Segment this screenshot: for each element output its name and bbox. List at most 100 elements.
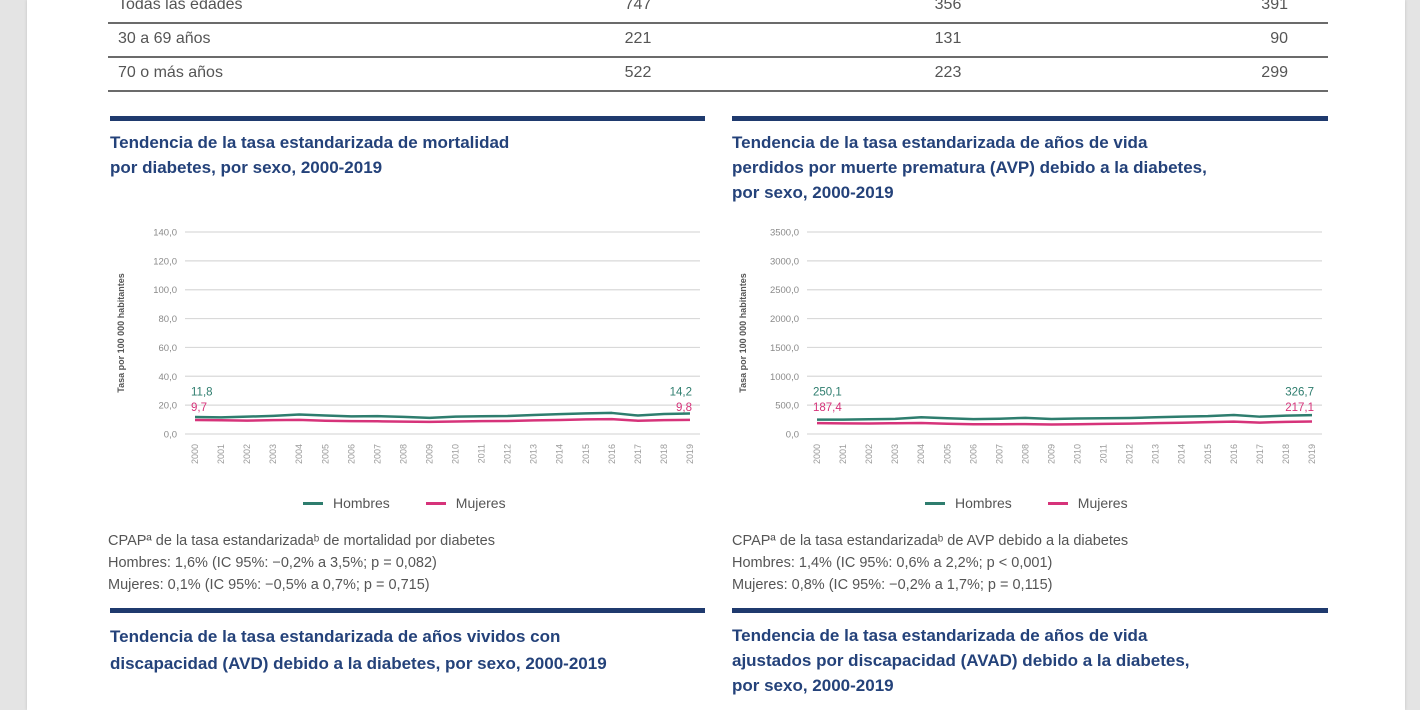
avp-line-chart: 0,0 500,0 1000,0 1500,0 2000,0 2500,0 3000,0 35…: [732, 220, 1332, 480]
svg-text:2004: 2004: [294, 444, 304, 464]
section-rule: [110, 116, 705, 121]
svg-text:2000,0: 2000,0: [770, 314, 799, 325]
svg-text:2019: 2019: [685, 444, 695, 464]
mortality-line-chart: 0,0 20,0 40,0 60,0 80,0 100,0 120,0 140,0 Tasa p…: [110, 220, 710, 480]
cell-hombres: 223: [934, 64, 962, 81]
chart-legend: Hombres Mujeres: [925, 495, 1128, 511]
svg-text:80,0: 80,0: [159, 314, 178, 325]
cpap-note-mortality: CPAPª de la tasa estandarizadaᵇ de morta…: [108, 530, 495, 596]
section-title-mortality: Tendencia de la tasa estandarizada de mo…: [110, 130, 509, 180]
report-page: Todas las edades 747 356 391 30 a 69 año…: [27, 0, 1405, 710]
svg-text:2006: 2006: [346, 444, 356, 464]
note-line: Mujeres: 0,1% (IC 95%: −0,5% a 0,7%; p =…: [108, 577, 430, 593]
svg-text:2000: 2000: [190, 444, 200, 464]
svg-text:2014: 2014: [1177, 444, 1187, 464]
chart-svg: 0,0 20,0 40,0 60,0 80,0 100,0 120,0 140,0 Tasa p…: [116, 228, 700, 464]
svg-text:2015: 2015: [1203, 444, 1213, 464]
svg-text:2005: 2005: [942, 444, 952, 464]
legend-item-hombres: Hombres: [303, 495, 390, 511]
svg-text:2015: 2015: [581, 444, 591, 464]
svg-text:2003: 2003: [268, 444, 278, 464]
row-label: 70 o más años: [118, 64, 223, 81]
svg-text:11,8: 11,8: [191, 387, 213, 399]
section-rule: [110, 608, 705, 613]
cell-hombres: 131: [934, 30, 962, 47]
svg-text:60,0: 60,0: [159, 343, 178, 354]
title-line: Tendencia de la tasa estandarizada de añ…: [110, 627, 561, 646]
svg-text:2016: 2016: [1229, 444, 1239, 464]
title-line: ajustados por discapacidad (AVAD) debido…: [732, 651, 1190, 670]
svg-text:140,0: 140,0: [153, 228, 177, 239]
svg-text:2006: 2006: [968, 444, 978, 464]
legend-label: Hombres: [333, 495, 390, 511]
table-row: 30 a 69 años 221 131 90: [108, 24, 1328, 58]
cpap-note-avp: CPAPª de la tasa estandarizadaᵇ de AVP d…: [732, 530, 1128, 596]
svg-text:Tasa por 100 000 habitantes: Tasa por 100 000 habitantes: [738, 273, 748, 392]
svg-text:2013: 2013: [1151, 444, 1161, 464]
svg-text:2007: 2007: [372, 444, 382, 464]
svg-text:2500,0: 2500,0: [770, 285, 799, 296]
svg-text:2008: 2008: [1020, 444, 1030, 464]
title-line: por sexo, 2000-2019: [732, 183, 894, 202]
legend-swatch-icon: [1047, 501, 1068, 505]
chart-svg: 0,0 500,0 1000,0 1500,0 2000,0 2500,0 3000,0 35…: [738, 228, 1322, 464]
section-title-avd: Tendencia de la tasa estandarizada de añ…: [110, 623, 607, 677]
svg-text:2013: 2013: [529, 444, 539, 464]
svg-text:0,0: 0,0: [164, 430, 177, 441]
svg-text:2001: 2001: [216, 444, 226, 464]
svg-text:2008: 2008: [398, 444, 408, 464]
svg-text:1000,0: 1000,0: [770, 372, 799, 383]
svg-text:217,1: 217,1: [1285, 402, 1314, 414]
legend-label: Mujeres: [1077, 495, 1128, 511]
legend-item-hombres: Hombres: [925, 495, 1012, 511]
svg-text:2001: 2001: [838, 444, 848, 464]
svg-text:40,0: 40,0: [159, 372, 178, 383]
svg-text:3000,0: 3000,0: [770, 256, 799, 267]
svg-text:2003: 2003: [890, 444, 900, 464]
svg-text:1500,0: 1500,0: [770, 343, 799, 354]
svg-text:100,0: 100,0: [153, 285, 177, 296]
note-line: CPAPª de la tasa estandarizadaᵇ de morta…: [108, 533, 495, 549]
svg-text:2012: 2012: [1125, 444, 1135, 464]
svg-text:2011: 2011: [477, 444, 487, 463]
title-line: discapacidad (AVD) debido a la diabetes,…: [110, 654, 607, 673]
section-rule: [732, 116, 1328, 121]
table-row: Todas las edades 747 356 391: [108, 0, 1328, 24]
cell-mujeres: 90: [1270, 30, 1288, 47]
svg-text:2012: 2012: [503, 444, 513, 464]
legend-swatch-icon: [303, 501, 323, 505]
cell-mujeres: 299: [1261, 64, 1288, 81]
cell-hombres: 356: [934, 0, 962, 13]
svg-text:2017: 2017: [633, 444, 643, 464]
svg-text:250,1: 250,1: [813, 387, 842, 399]
cell-mujeres: 391: [1261, 0, 1288, 13]
section-title-avp: Tendencia de la tasa estandarizada de añ…: [732, 130, 1207, 205]
svg-text:2009: 2009: [424, 444, 434, 464]
svg-text:2004: 2004: [916, 444, 926, 464]
note-line: Mujeres: 0,8% (IC 95%: −0,2% a 1,7%; p =…: [732, 577, 1053, 593]
legend-item-mujeres: Mujeres: [1047, 495, 1128, 511]
title-line: por sexo, 2000-2019: [732, 676, 894, 695]
title-line: Tendencia de la tasa estandarizada de mo…: [110, 133, 510, 152]
chart-legend: Hombres Mujeres: [303, 495, 506, 511]
svg-text:14,2: 14,2: [670, 387, 692, 399]
cell-total: 522: [624, 64, 652, 81]
svg-text:20,0: 20,0: [159, 401, 178, 412]
svg-text:2009: 2009: [1046, 444, 1056, 464]
title-line: Tendencia de la tasa estandarizada de añ…: [732, 626, 1148, 645]
svg-text:326,7: 326,7: [1285, 387, 1314, 399]
cell-total: 221: [624, 30, 652, 47]
svg-text:2016: 2016: [607, 444, 617, 464]
title-line: Tendencia de la tasa estandarizada de añ…: [732, 133, 1148, 152]
svg-text:3500,0: 3500,0: [770, 228, 799, 239]
svg-text:2011: 2011: [1099, 444, 1109, 463]
svg-text:120,0: 120,0: [153, 256, 177, 267]
svg-text:2018: 2018: [659, 444, 669, 464]
legend-item-mujeres: Mujeres: [425, 495, 506, 511]
svg-text:2019: 2019: [1307, 444, 1317, 464]
note-line: Hombres: 1,6% (IC 95%: −0,2% a 3,5%; p =…: [108, 555, 437, 571]
svg-text:2010: 2010: [1073, 444, 1083, 464]
table-row: 70 o más años 522 223 299: [108, 58, 1328, 92]
title-line: perdidos por muerte prematura (AVP) debi…: [732, 158, 1207, 177]
svg-text:9,8: 9,8: [676, 402, 692, 414]
